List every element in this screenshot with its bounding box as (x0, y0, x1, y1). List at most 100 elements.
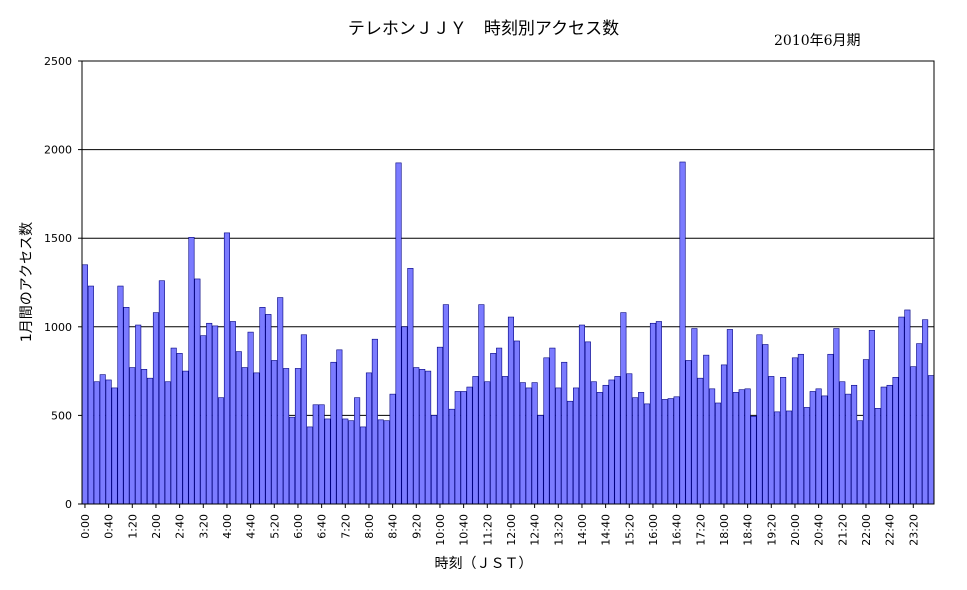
bar (324, 418, 331, 505)
x-tick-label: 8:00 (363, 514, 376, 539)
x-tick-label: 5:20 (268, 514, 281, 539)
bar (229, 321, 236, 505)
bar (289, 416, 296, 505)
y-tick-label: 2500 (44, 55, 72, 68)
bar (928, 375, 935, 505)
bar (791, 357, 798, 505)
bar (691, 328, 698, 505)
x-tick-label: 20:40 (813, 514, 826, 546)
x-tick-label: 16:40 (671, 514, 684, 546)
bar (194, 278, 201, 505)
bar (490, 353, 497, 505)
bar (218, 397, 225, 505)
bar (880, 386, 887, 505)
bar (371, 338, 378, 505)
bar (431, 415, 438, 505)
x-tick-label: 9:20 (410, 514, 423, 539)
bar (803, 407, 810, 505)
x-tick-label: 13:20 (552, 514, 565, 546)
x-tick-label: 23:20 (907, 514, 920, 546)
x-tick-label: 11:20 (481, 514, 494, 546)
bar (851, 384, 858, 505)
bar (910, 366, 917, 505)
bar (182, 370, 189, 505)
x-tick-label: 0:40 (103, 514, 116, 539)
bar (401, 326, 408, 505)
y-tick-label: 500 (51, 409, 72, 422)
bar (158, 280, 165, 505)
bar (549, 347, 556, 505)
bar (857, 420, 864, 505)
x-tick-label: 15:20 (623, 514, 636, 546)
x-tick-label: 17:20 (694, 514, 707, 546)
bar (253, 372, 260, 505)
bar (413, 367, 420, 505)
x-tick-label: 12:40 (529, 514, 542, 546)
bar (247, 331, 254, 505)
bar (496, 347, 503, 505)
bar (318, 404, 325, 505)
bar (886, 384, 893, 505)
bar (756, 334, 763, 505)
bar (644, 403, 651, 505)
bar (750, 415, 757, 505)
bar (525, 387, 532, 505)
bar (809, 391, 816, 505)
bar (726, 329, 733, 505)
bar (200, 335, 207, 505)
x-tick-label: 6:40 (316, 514, 329, 539)
bar (543, 357, 550, 505)
bar (502, 376, 509, 505)
bar (655, 321, 662, 505)
bar (99, 374, 106, 505)
bar (507, 316, 514, 505)
bar (111, 387, 118, 505)
x-tick-label: 1:20 (126, 514, 139, 539)
bar (123, 307, 130, 505)
bar (472, 376, 479, 505)
bar (584, 341, 591, 505)
bar (354, 397, 361, 505)
x-tick-label: 21:20 (836, 514, 849, 546)
bar (602, 384, 609, 505)
bar (383, 420, 390, 505)
bar (170, 347, 177, 505)
x-tick-label: 4:40 (245, 514, 258, 539)
bar (141, 369, 148, 505)
bar (442, 304, 449, 505)
bar (715, 402, 722, 505)
bar (632, 397, 639, 505)
bar (188, 237, 195, 505)
x-tick-label: 19:20 (765, 514, 778, 546)
bar (283, 368, 290, 505)
x-tick-label: 7:20 (339, 514, 352, 539)
bar (774, 411, 781, 505)
bar (294, 368, 301, 505)
bar (176, 353, 183, 505)
bar (833, 328, 840, 505)
bar (703, 354, 710, 505)
bar (709, 388, 716, 505)
bar (448, 408, 455, 505)
bar (614, 376, 621, 505)
bar (93, 381, 100, 505)
bar (578, 324, 585, 505)
bar (649, 322, 656, 505)
bar (638, 392, 645, 505)
bar (330, 361, 337, 505)
bar (821, 395, 828, 505)
x-tick-label: 22:40 (884, 514, 897, 546)
bar (892, 377, 899, 505)
bar (87, 285, 94, 505)
bar (425, 370, 432, 505)
bar (212, 325, 219, 505)
bar (436, 346, 443, 505)
bar (259, 307, 266, 505)
bar (720, 364, 727, 505)
x-tick-label: 18:40 (742, 514, 755, 546)
bar (129, 367, 136, 505)
bar (519, 382, 526, 505)
bar (922, 319, 929, 505)
